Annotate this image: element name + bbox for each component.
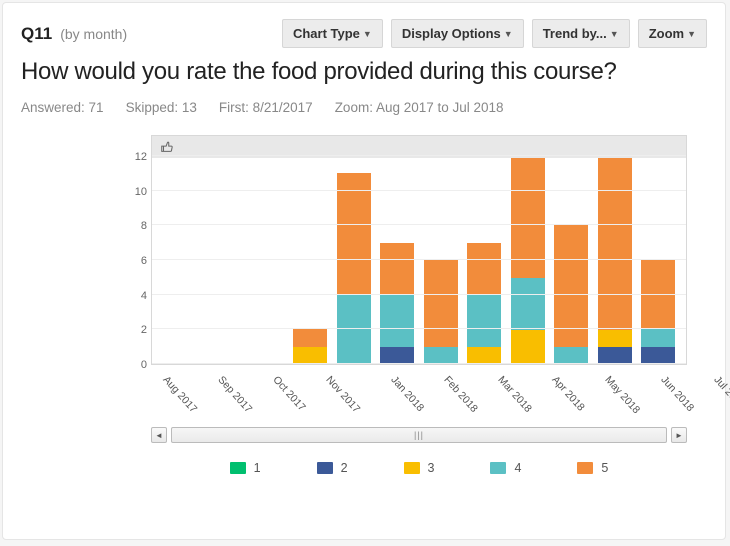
x-tick-label: Jul 2018 [678,366,730,435]
meta-row: Answered: 71 Skipped: 13 First: 8/21/201… [21,100,707,115]
display-options-label: Display Options [402,26,501,41]
chart-type-label: Chart Type [293,26,360,41]
bar-segment[interactable] [641,329,675,346]
legend-swatch [404,462,420,474]
legend-swatch [577,462,593,474]
legend-item[interactable]: 4 [490,461,521,475]
caret-down-icon: ▼ [504,29,513,39]
bar-segment[interactable] [380,295,414,347]
gridline [152,155,686,156]
gridline [152,363,686,364]
bar-segment[interactable] [467,295,501,347]
bar-segment[interactable] [380,347,414,364]
bar-segment[interactable] [554,347,588,364]
question-subtitle: (by month) [60,26,127,42]
zoom-stat: Zoom: Aug 2017 to Jul 2018 [335,100,504,115]
answered-stat: Answered: 71 [21,100,104,115]
caret-down-icon: ▼ [687,29,696,39]
y-tick-label: 4 [123,290,147,302]
question-id: Q11 [21,24,52,44]
bar-segment[interactable] [337,173,371,294]
legend-swatch [230,462,246,474]
y-tick-label: 6 [123,255,147,267]
bar-segment[interactable] [424,347,458,364]
bar-segment[interactable] [380,243,414,295]
scroll-track[interactable]: ||| [171,427,667,443]
legend-label: 3 [428,461,435,475]
chart-wrap: 024681012 Aug 2017Sep 2017Oct 2017Nov 20… [21,135,707,529]
legend-swatch [317,462,333,474]
x-axis-labels: Aug 2017Sep 2017Oct 2017Nov 2017Jan 2018… [151,365,687,419]
question-card: Q11 (by month) Chart Type ▼ Display Opti… [2,2,726,540]
y-tick-label: 12 [123,151,147,163]
bar-segment[interactable] [641,260,675,329]
caret-down-icon: ▼ [363,29,372,39]
display-options-button[interactable]: Display Options ▼ [391,19,524,48]
scroll-right-button[interactable]: ► [671,427,687,443]
question-id-group: Q11 (by month) [21,24,127,44]
legend-item[interactable]: 1 [230,461,261,475]
legend-label: 4 [514,461,521,475]
gridline [152,294,686,295]
bar-segment[interactable] [598,347,632,364]
legend-item[interactable]: 2 [317,461,348,475]
y-tick-label: 2 [123,324,147,336]
bar-segment[interactable] [511,158,545,278]
skipped-stat: Skipped: 13 [126,100,197,115]
caret-down-icon: ▼ [610,29,619,39]
bar-segment[interactable] [511,330,545,364]
bar-segment[interactable] [511,278,545,330]
trend-by-button[interactable]: Trend by... ▼ [532,19,630,48]
trend-by-label: Trend by... [543,26,607,41]
zoom-label: Zoom [649,26,684,41]
legend-label: 5 [601,461,608,475]
y-tick-label: 0 [123,359,147,371]
chart-type-button[interactable]: Chart Type ▼ [282,19,383,48]
chart-area [151,135,687,365]
bar-segment[interactable] [467,243,501,295]
gridline [152,224,686,225]
legend-item[interactable]: 5 [577,461,608,475]
first-stat: First: 8/21/2017 [219,100,313,115]
zoom-button[interactable]: Zoom ▼ [638,19,707,48]
header-row: Q11 (by month) Chart Type ▼ Display Opti… [21,19,707,48]
bar-segment[interactable] [424,260,458,347]
bar-segment[interactable] [641,347,675,364]
gridline [152,328,686,329]
y-tick-label: 8 [123,220,147,232]
chart-toolbar: Chart Type ▼ Display Options ▼ Trend by.… [282,19,707,48]
question-title: How would you rate the food provided dur… [21,58,707,86]
plot-region [152,158,686,364]
gridline [152,259,686,260]
bar-segment[interactable] [598,158,632,330]
bar-segment[interactable] [467,347,501,364]
gridline [152,190,686,191]
legend-item[interactable]: 3 [404,461,435,475]
bar-segment[interactable] [598,330,632,347]
legend-label: 1 [254,461,261,475]
legend: 1 2 3 4 5 [151,461,687,479]
y-tick-label: 10 [123,186,147,198]
bar-segment[interactable] [293,329,327,346]
legend-label: 2 [341,461,348,475]
bar-segment[interactable] [293,347,327,364]
y-axis: 024681012 [123,157,147,365]
legend-swatch [490,462,506,474]
thumbs-up-icon[interactable] [160,140,174,154]
